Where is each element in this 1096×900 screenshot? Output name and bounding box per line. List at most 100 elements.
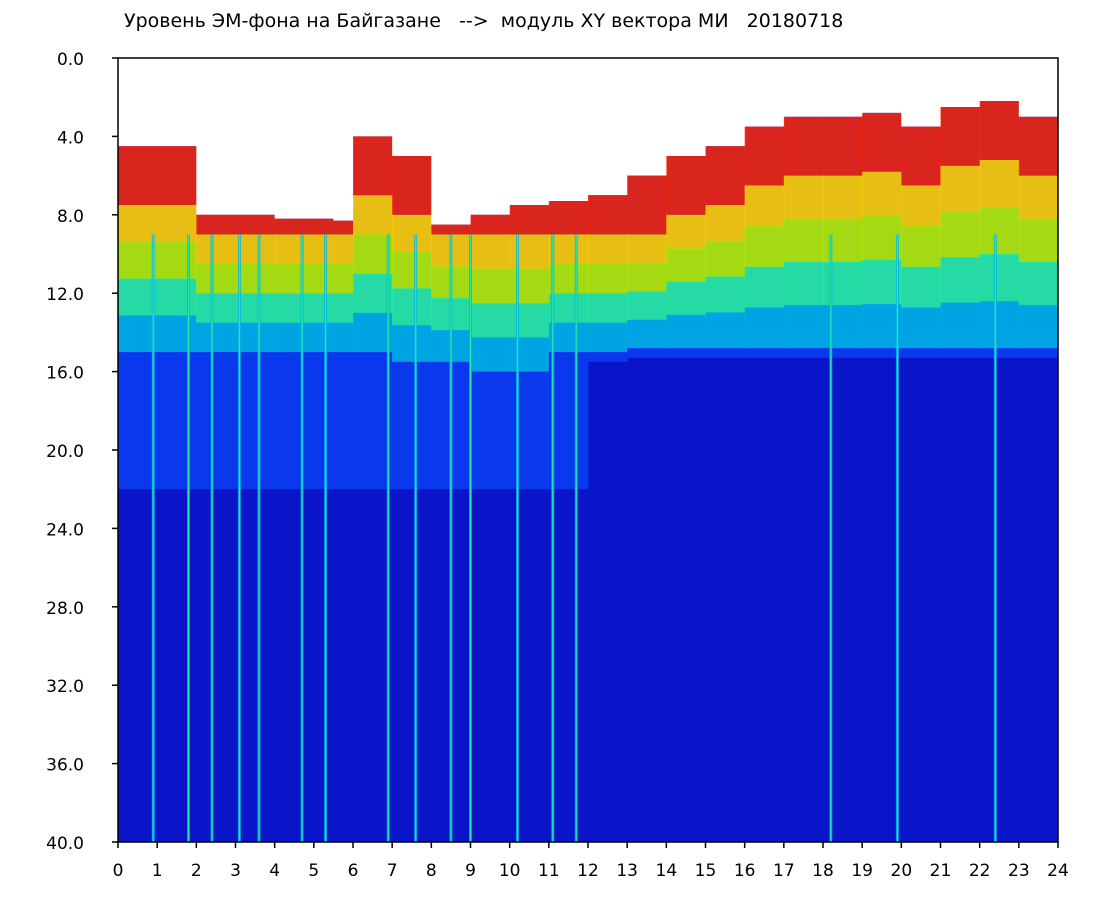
mid-blue xyxy=(118,352,197,490)
mid-blue xyxy=(392,361,432,490)
level-column xyxy=(588,58,628,362)
level-column xyxy=(548,58,589,490)
y-tick-label: 36.0 xyxy=(46,756,84,776)
quiet-zone xyxy=(862,58,902,113)
level-column xyxy=(666,58,706,358)
red-fringe xyxy=(1018,116,1059,176)
stripe-core xyxy=(258,234,260,842)
signal-band xyxy=(509,303,550,338)
quiet-zone xyxy=(979,58,1020,102)
x-tick-label: 6 xyxy=(348,861,359,881)
mid-blue xyxy=(627,348,667,358)
quiet-zone xyxy=(392,58,432,156)
signal-band xyxy=(979,254,1020,302)
x-tick-label: 22 xyxy=(969,861,991,881)
signal-band xyxy=(392,325,432,363)
red-fringe xyxy=(431,224,471,235)
red-fringe xyxy=(940,107,981,166)
signal-band xyxy=(392,214,432,253)
mid-blue xyxy=(353,352,393,490)
level-column xyxy=(392,58,432,490)
signal-band xyxy=(274,234,334,265)
signal-band xyxy=(196,263,276,294)
red-fringe xyxy=(705,146,746,205)
signal-band xyxy=(470,268,511,304)
stripe-core xyxy=(187,234,190,842)
level-column xyxy=(705,58,746,358)
signal-band xyxy=(862,303,902,349)
x-tick-label: 12 xyxy=(577,861,599,881)
red-fringe xyxy=(470,214,511,235)
mid-blue xyxy=(588,352,628,362)
stripe-core xyxy=(575,234,577,842)
mid-blue xyxy=(548,352,589,490)
level-column xyxy=(940,58,981,358)
signal-band xyxy=(548,293,589,324)
signal-band xyxy=(979,159,1020,208)
signal-band xyxy=(470,337,511,373)
quiet-zone xyxy=(588,58,628,196)
stripe-core xyxy=(552,234,554,842)
x-tick-label: 11 xyxy=(538,861,560,881)
signal-band xyxy=(901,307,941,349)
quiet-zone xyxy=(705,58,746,147)
stripe-core xyxy=(830,234,832,842)
signal-band xyxy=(274,293,334,324)
x-tick-label: 19 xyxy=(851,861,873,881)
signal-band xyxy=(627,262,667,292)
level-column xyxy=(196,58,276,490)
level-column xyxy=(470,58,511,490)
signal-band xyxy=(862,215,902,261)
signal-band xyxy=(823,261,863,306)
signal-band xyxy=(901,185,941,227)
mid-blue xyxy=(979,348,1020,358)
mid-blue xyxy=(783,348,824,358)
y-tick-label: 40.0 xyxy=(46,834,84,854)
x-tick-label: 1 xyxy=(152,861,163,881)
signal-band xyxy=(196,322,276,353)
x-tick-label: 24 xyxy=(1047,861,1069,881)
signal-band xyxy=(118,315,197,353)
quiet-zone xyxy=(940,58,981,107)
level-column xyxy=(979,58,1020,358)
level-column xyxy=(783,58,824,358)
quiet-zone xyxy=(627,58,667,176)
signal-band xyxy=(196,234,276,265)
signal-band xyxy=(940,211,981,258)
level-column xyxy=(862,58,902,358)
signal-band xyxy=(1018,304,1059,349)
x-tick-label: 3 xyxy=(230,861,241,881)
red-fringe xyxy=(548,201,589,235)
x-tick-label: 17 xyxy=(773,861,795,881)
signal-band xyxy=(940,165,981,212)
signal-band xyxy=(705,312,746,349)
x-tick-label: 21 xyxy=(930,861,952,881)
x-tick-label: 2 xyxy=(191,861,202,881)
stripe-core xyxy=(387,234,389,842)
signal-band xyxy=(353,234,393,275)
signal-band xyxy=(118,205,197,243)
signal-band xyxy=(666,214,706,249)
x-tick-label: 18 xyxy=(812,861,834,881)
signal-band xyxy=(979,301,1020,349)
signal-band xyxy=(940,302,981,349)
y-axis: 0.0 4.0 8.0 12.0 16.0 20.0 24.0 28.0 32.0 36.0 40.… xyxy=(46,50,118,854)
red-fringe xyxy=(509,205,550,235)
signal-band xyxy=(588,293,628,324)
x-tick-label: 5 xyxy=(308,861,319,881)
red-fringe xyxy=(118,146,197,205)
red-fringe xyxy=(979,101,1020,160)
signal-band xyxy=(823,175,863,220)
stripe-core xyxy=(324,234,327,842)
mid-blue xyxy=(744,348,785,358)
signal-band xyxy=(744,185,785,227)
signal-band xyxy=(274,263,334,294)
level-column xyxy=(627,58,667,358)
y-tick-label: 0.0 xyxy=(57,50,84,70)
x-tick-label: 23 xyxy=(1008,861,1030,881)
signal-band xyxy=(783,304,824,349)
signal-band xyxy=(823,218,863,263)
mid-blue xyxy=(509,371,550,490)
y-tick-label: 16.0 xyxy=(46,364,84,384)
